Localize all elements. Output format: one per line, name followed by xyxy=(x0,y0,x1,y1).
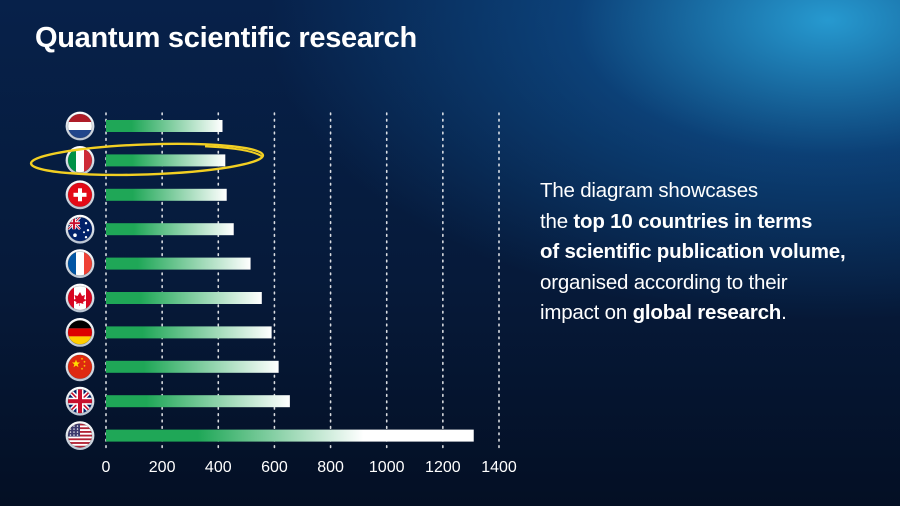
x-tick-label: 600 xyxy=(261,459,288,476)
bar-switzerland xyxy=(106,188,227,201)
bar-france xyxy=(106,257,251,270)
flag-canada-icon xyxy=(65,283,95,313)
bar-united-states xyxy=(106,429,474,442)
flag-france-icon xyxy=(65,249,95,278)
flag-usa-icon xyxy=(65,421,95,450)
description-line-5: impact on global research. xyxy=(540,301,787,324)
bar-china xyxy=(106,360,279,373)
x-tick-label: 0 xyxy=(102,459,111,476)
x-tick-label: 1200 xyxy=(425,459,461,476)
x-tick-label: 1000 xyxy=(369,459,405,476)
x-tick-label: 800 xyxy=(317,459,344,476)
flag-china-icon xyxy=(65,352,95,382)
description-emphasis: of scientific publication volume, xyxy=(540,240,846,263)
highlight-ellipse-stroke-tail xyxy=(204,145,263,158)
flag-netherlands-icon xyxy=(65,111,95,141)
x-tick-label: 400 xyxy=(205,459,232,476)
description-line-1: The diagram showcases xyxy=(540,179,758,202)
highlight-ellipse xyxy=(29,142,265,177)
bar-canada xyxy=(106,292,262,304)
flag-italy-icon xyxy=(65,146,95,175)
description-line-4: organised according to their xyxy=(540,270,788,294)
flag-australia-icon xyxy=(65,214,95,244)
flag-germany-icon xyxy=(65,318,95,347)
description-line-2: the top 10 countries in terms xyxy=(540,209,813,233)
bar-netherlands xyxy=(106,120,223,132)
bar-united-kingdom xyxy=(106,395,290,408)
description-emphasis: top 10 countries in terms xyxy=(573,209,813,233)
x-tick-label: 200 xyxy=(149,459,176,476)
flag-uk-icon xyxy=(65,386,95,416)
chart-description: The diagram showcases the top 10 countri… xyxy=(540,176,885,329)
bar-australia xyxy=(106,223,234,236)
bar-germany xyxy=(106,326,272,339)
flag-switzerland-icon xyxy=(65,180,95,210)
chart-title: Quantum scientific research xyxy=(35,22,417,54)
description-emphasis: global research xyxy=(632,301,782,324)
bar-italy xyxy=(106,154,226,167)
description-line-3: of scientific publication volume, xyxy=(540,237,885,268)
x-tick-label: 1400 xyxy=(481,459,517,476)
